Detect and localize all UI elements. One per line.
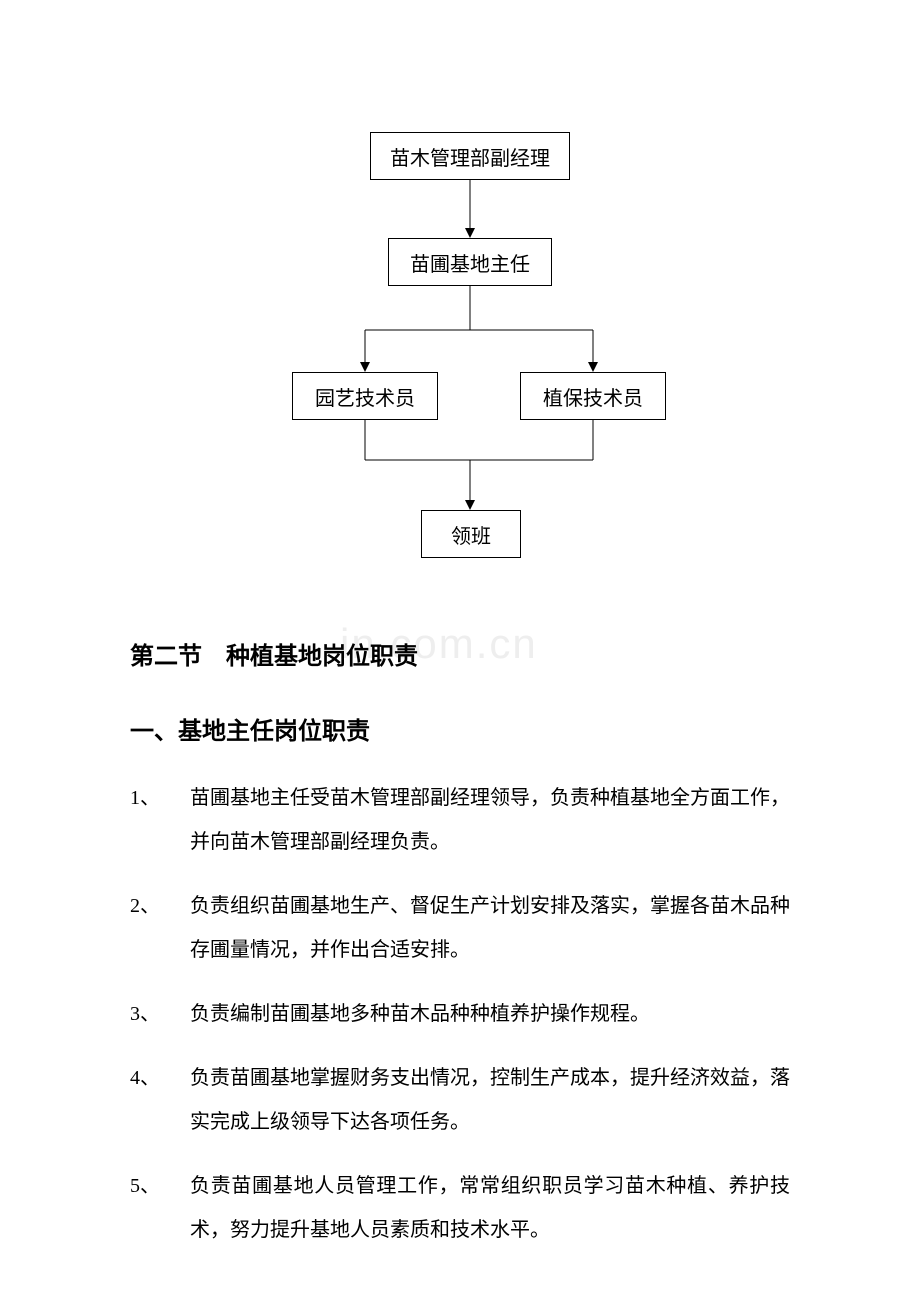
list-item-number: 1、 bbox=[130, 776, 190, 864]
list-item: 1、 苗圃基地主任受苗木管理部副经理领导，负责种植基地全方面工作，并向苗木管理部… bbox=[130, 776, 790, 864]
list-item-text: 负责组织苗圃基地生产、督促生产计划安排及落实，掌握各苗木品种存圃量情况，并作出合… bbox=[190, 884, 790, 972]
list-item: 5、 负责苗圃基地人员管理工作，常常组织职员学习苗木种植、养护技术，努力提升基地… bbox=[130, 1164, 790, 1252]
node-label: 领班 bbox=[451, 520, 491, 549]
node-label: 园艺技术员 bbox=[315, 382, 415, 411]
section-heading: 第二节 种植基地岗位职责 bbox=[130, 636, 790, 671]
org-flowchart: 苗木管理部副经理 苗圃基地主任 园艺技术员 植保技术员 领班 bbox=[0, 0, 920, 600]
list-item-text: 负责苗圃基地人员管理工作，常常组织职员学习苗木种植、养护技术，努力提升基地人员素… bbox=[190, 1164, 790, 1252]
node-label: 苗木管理部副经理 bbox=[390, 142, 550, 171]
list-item: 4、 负责苗圃基地掌握财务支出情况，控制生产成本，提升经济效益，落实完成上级领导… bbox=[130, 1056, 790, 1144]
list-item-number: 5、 bbox=[130, 1164, 190, 1252]
list-item: 2、 负责组织苗圃基地生产、督促生产计划安排及落实，掌握各苗木品种存圃量情况，并… bbox=[130, 884, 790, 972]
node-deputy-manager: 苗木管理部副经理 bbox=[370, 132, 570, 180]
list-item: 3、 负责编制苗圃基地多种苗木品种种植养护操作规程。 bbox=[130, 992, 790, 1036]
node-horticulture-tech: 园艺技术员 bbox=[292, 372, 438, 420]
node-plant-protection-tech: 植保技术员 bbox=[520, 372, 666, 420]
node-label: 苗圃基地主任 bbox=[410, 248, 530, 277]
node-foreman: 领班 bbox=[421, 510, 521, 558]
node-base-director: 苗圃基地主任 bbox=[388, 238, 552, 286]
list-item-text: 苗圃基地主任受苗木管理部副经理领导，负责种植基地全方面工作，并向苗木管理部副经理… bbox=[190, 776, 790, 864]
list-item-number: 4、 bbox=[130, 1056, 190, 1144]
list-item-number: 2、 bbox=[130, 884, 190, 972]
list-item-text: 负责编制苗圃基地多种苗木品种种植养护操作规程。 bbox=[190, 992, 790, 1036]
node-label: 植保技术员 bbox=[543, 382, 643, 411]
subsection-heading: 一、基地主任岗位职责 bbox=[130, 711, 790, 746]
duties-list: 1、 苗圃基地主任受苗木管理部副经理领导，负责种植基地全方面工作，并向苗木管理部… bbox=[130, 776, 790, 1252]
list-item-number: 3、 bbox=[130, 992, 190, 1036]
document-body: 第二节 种植基地岗位职责 一、基地主任岗位职责 1、 苗圃基地主任受苗木管理部副… bbox=[0, 636, 920, 1252]
list-item-text: 负责苗圃基地掌握财务支出情况，控制生产成本，提升经济效益，落实完成上级领导下达各… bbox=[190, 1056, 790, 1144]
